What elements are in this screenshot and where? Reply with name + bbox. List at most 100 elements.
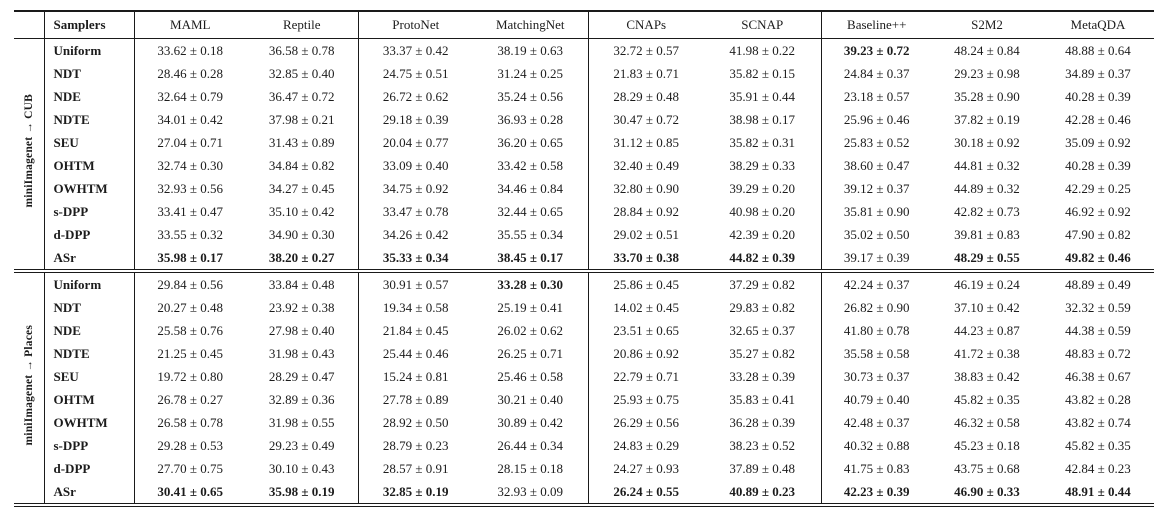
table-row: ASr 30.41 ± 0.65 35.98 ± 0.19 32.85 ± 0.19 3…	[14, 480, 1154, 507]
sampler-label: OWHTM	[44, 177, 135, 200]
table-row: NDTE 34.01 ± 0.42 37.98 ± 0.21 29.18 ± 0.39…	[14, 108, 1154, 131]
metric-cell: 41.75 ± 0.83	[843, 460, 910, 476]
metric-cell: 34.89 ± 0.37	[1065, 65, 1131, 81]
metric-cell: 26.44 ± 0.34	[473, 434, 589, 457]
metric-cell: 33.28 ± 0.39	[704, 365, 822, 388]
metric-cell: 35.98 ± 0.17	[134, 246, 246, 273]
group-label-text: miniImagenet → CUB	[22, 94, 35, 208]
metric-cell: 42.28 ± 0.46	[1065, 111, 1131, 127]
sampler-label: SEU	[44, 131, 135, 154]
metric-cell: 30.18 ± 0.92	[954, 134, 1020, 150]
metric-cell: 38.45 ± 0.17	[473, 246, 589, 273]
metric-cell: 31.24 ± 0.25	[473, 62, 589, 85]
sampler-label: NDE	[44, 85, 135, 108]
metric-cell: 35.83 ± 0.41	[704, 388, 822, 411]
table-row: NDT 28.46 ± 0.28 32.85 ± 0.40 24.75 ± 0.51 3…	[14, 62, 1154, 85]
table-row: d-DPP 27.70 ± 0.75 30.10 ± 0.43 28.57 ± 0.9…	[14, 457, 1154, 480]
metric-cell: 26.78 ± 0.27	[157, 391, 224, 407]
metric-cell: 42.48 ± 0.37	[843, 414, 910, 430]
metric-cell: 32.80 ± 0.90	[613, 180, 680, 196]
metric-cell: 36.20 ± 0.65	[473, 131, 589, 154]
metric-cell: 25.86 ± 0.45	[613, 276, 680, 292]
metric-cell: 42.23 ± 0.39	[821, 480, 932, 507]
metric-cell: 30.21 ± 0.40	[473, 388, 589, 411]
sampler-label: SEU	[44, 365, 135, 388]
column-header: CNAPs	[588, 10, 704, 39]
metric-cell: 47.90 ± 0.82	[1065, 226, 1131, 242]
metric-cell: 32.85 ± 0.19	[358, 480, 473, 507]
metric-cell: 29.28 ± 0.53	[157, 437, 224, 453]
metric-cell: 39.29 ± 0.20	[704, 177, 822, 200]
metric-cell: 34.26 ± 0.42	[382, 226, 449, 242]
sampler-label: NDE	[44, 319, 135, 342]
metric-cell: 35.24 ± 0.56	[473, 85, 589, 108]
table-row: OWHTM 32.93 ± 0.56 34.27 ± 0.45 34.75 ± 0.9…	[14, 177, 1154, 200]
metric-cell: 48.91 ± 0.44	[1042, 480, 1154, 507]
metric-cell: 25.46 ± 0.58	[473, 365, 589, 388]
metric-cell: 38.20 ± 0.27	[246, 246, 359, 273]
metric-cell: 25.96 ± 0.46	[843, 111, 910, 127]
metric-cell: 46.38 ± 0.67	[1065, 368, 1131, 384]
metric-cell: 20.27 ± 0.48	[157, 299, 224, 315]
sampler-label: OHTM	[44, 388, 135, 411]
metric-cell: 37.10 ± 0.42	[954, 299, 1020, 315]
metric-cell: 25.44 ± 0.46	[382, 345, 449, 361]
metric-cell: 48.29 ± 0.55	[932, 246, 1042, 273]
metric-cell: 35.10 ± 0.42	[246, 200, 359, 223]
metric-cell: 34.01 ± 0.42	[157, 111, 224, 127]
metric-cell: 28.92 ± 0.50	[382, 414, 449, 430]
metric-cell: 33.62 ± 0.18	[157, 42, 224, 58]
metric-cell: 28.15 ± 0.18	[473, 457, 589, 480]
metric-cell: 20.04 ± 0.77	[382, 134, 449, 150]
metric-cell: 35.98 ± 0.19	[246, 480, 359, 507]
metric-cell: 28.84 ± 0.92	[613, 203, 680, 219]
column-header: MAML	[134, 10, 246, 39]
metric-cell: 44.81 ± 0.32	[954, 157, 1020, 173]
group-label: miniImagenet → Places	[14, 271, 45, 507]
table-row: OHTM 32.74 ± 0.30 34.84 ± 0.82 33.09 ± 0.40…	[14, 154, 1154, 177]
metric-cell: 46.92 ± 0.92	[1065, 203, 1131, 219]
metric-cell: 32.93 ± 0.09	[473, 480, 589, 507]
metric-cell: 34.84 ± 0.82	[246, 154, 359, 177]
metric-cell: 32.72 ± 0.57	[613, 42, 680, 58]
metric-cell: 30.91 ± 0.57	[382, 276, 449, 292]
column-header: Baseline++	[821, 10, 932, 39]
metric-cell: 37.98 ± 0.21	[246, 108, 359, 131]
metric-cell: 27.70 ± 0.75	[157, 460, 224, 476]
metric-cell: 42.29 ± 0.25	[1065, 180, 1131, 196]
metric-cell: 43.82 ± 0.74	[1065, 414, 1131, 430]
metric-cell: 49.82 ± 0.46	[1042, 246, 1154, 273]
sampler-label: NDTE	[44, 108, 135, 131]
metric-cell: 35.27 ± 0.82	[704, 342, 822, 365]
metric-cell: 48.24 ± 0.84	[954, 42, 1020, 58]
metric-cell: 31.12 ± 0.85	[613, 134, 680, 150]
metric-cell: 35.28 ± 0.90	[954, 88, 1020, 104]
metric-cell: 28.57 ± 0.91	[382, 460, 449, 476]
metric-cell: 35.58 ± 0.58	[843, 345, 910, 361]
metric-cell: 25.19 ± 0.41	[473, 296, 589, 319]
header-row: Samplers MAML Reptile ProtoNet MatchingNet C…	[14, 10, 1154, 39]
metric-cell: 33.41 ± 0.47	[157, 203, 224, 219]
metric-cell: 25.93 ± 0.75	[613, 391, 680, 407]
metric-cell: 19.34 ± 0.58	[382, 299, 449, 315]
metric-cell: 45.23 ± 0.18	[954, 437, 1020, 453]
metric-cell: 33.09 ± 0.40	[382, 157, 449, 173]
table-row: miniImagenet → CUB Uniform 33.62 ± 0.18 36.…	[14, 38, 1154, 273]
metric-cell: 35.82 ± 0.15	[704, 62, 822, 85]
metric-cell: 29.18 ± 0.39	[382, 111, 449, 127]
metric-cell: 26.25 ± 0.71	[473, 342, 589, 365]
sampler-label: d-DPP	[44, 457, 135, 480]
metric-cell: 37.29 ± 0.82	[704, 271, 822, 296]
metric-cell: 40.32 ± 0.88	[843, 437, 910, 453]
metric-cell: 27.04 ± 0.71	[157, 134, 224, 150]
metric-cell: 26.82 ± 0.90	[843, 299, 910, 315]
column-header: MetaQDA	[1042, 10, 1154, 39]
metric-cell: 22.79 ± 0.71	[613, 368, 680, 384]
metric-cell: 27.98 ± 0.40	[246, 319, 359, 342]
metric-cell: 46.32 ± 0.58	[954, 414, 1020, 430]
metric-cell: 37.89 ± 0.48	[704, 457, 822, 480]
metric-cell: 31.98 ± 0.43	[246, 342, 359, 365]
sampler-label: s-DPP	[44, 434, 135, 457]
metric-cell: 38.98 ± 0.17	[704, 108, 822, 131]
